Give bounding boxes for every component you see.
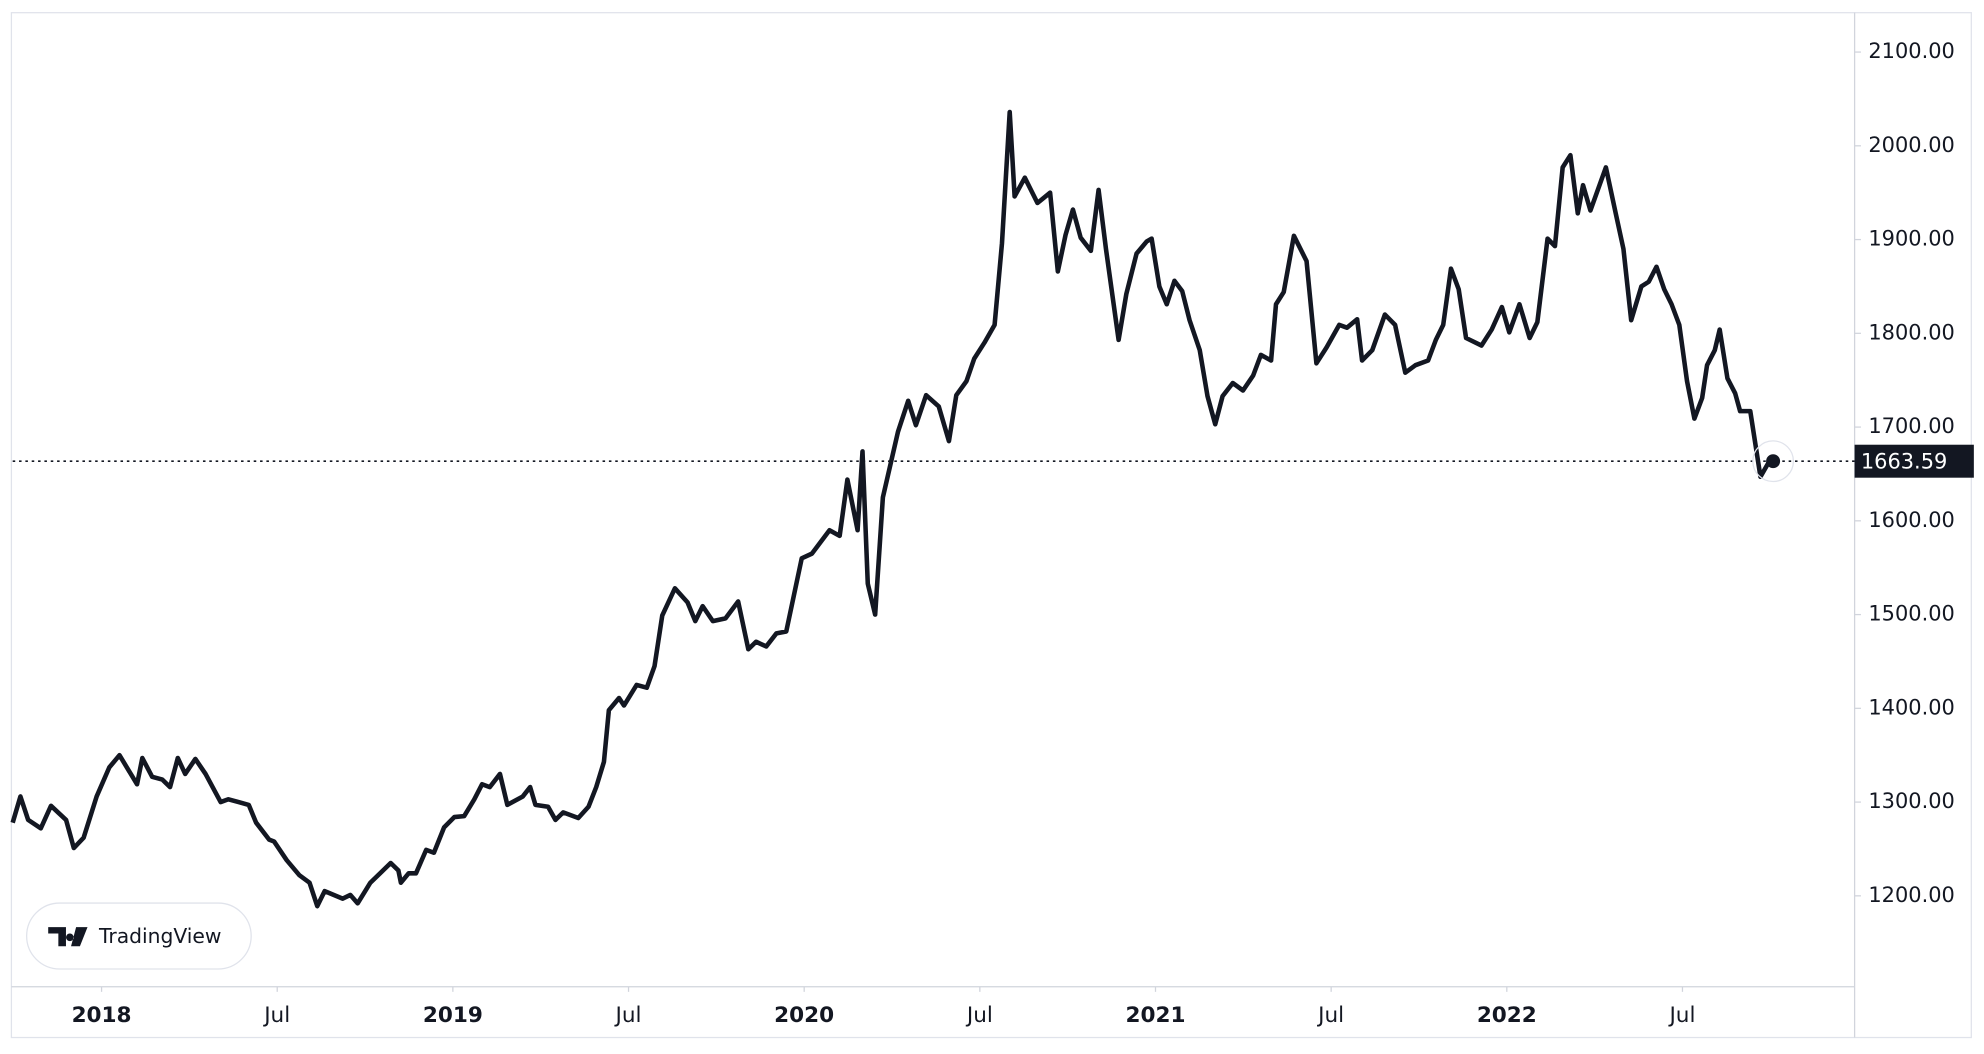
y-tick-label: 1300.00 [1868,789,1954,813]
y-tick-label: 1500.00 [1868,602,1954,626]
x-tick-label: Jul [614,1003,642,1028]
last-point-halo [1752,440,1795,483]
price-line [10,109,1775,909]
last-price-label: 1663.59 [1861,449,1947,473]
y-tick-label: 1600.00 [1868,508,1954,532]
x-tick-label: 2020 [774,1003,834,1028]
x-tick-label: 2018 [72,1003,132,1028]
last-point [1766,454,1781,469]
y-tick-label: 1700.00 [1868,414,1954,438]
x-tick-label: Jul [965,1003,993,1028]
watermark-badge [26,902,252,970]
y-tick-label: 1900.00 [1868,227,1954,251]
x-tick-label: 2022 [1477,1003,1537,1028]
watermark-logo [48,927,88,947]
x-tick-label: 2019 [423,1003,483,1028]
y-tick-label: 2000.00 [1868,133,1954,157]
y-tick-label: 2100.00 [1868,39,1954,63]
y-tick-label: 1200.00 [1868,883,1954,907]
x-tick-label: Jul [262,1003,290,1028]
watermark-text: TradingView [98,924,222,948]
x-tick-label: 2021 [1126,1003,1186,1028]
y-tick-label: 1800.00 [1868,320,1954,344]
last-price-box [1854,444,1974,478]
watermark: TradingView [26,902,252,970]
x-tick-label: Jul [1316,1003,1344,1028]
chart-frame [10,12,1972,1039]
x-tick-label: Jul [1667,1003,1695,1028]
y-tick-label: 1400.00 [1868,695,1954,719]
